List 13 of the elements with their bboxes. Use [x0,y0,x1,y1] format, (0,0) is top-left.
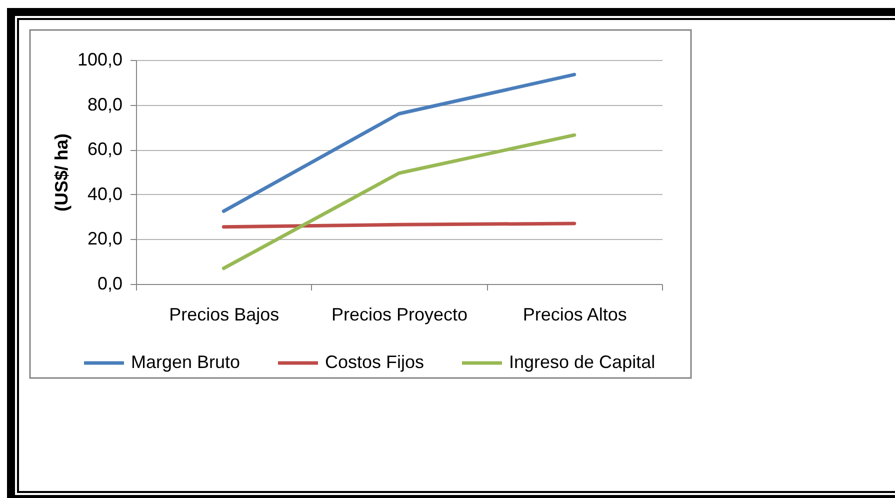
legend-label: Ingreso de Capital [509,352,656,372]
legend-label: Costos Fijos [325,352,424,372]
y-tick-label: 0,0 [97,274,122,294]
y-tick-label: 60,0 [87,139,122,160]
x-tick-label: Precios Bajos [169,304,280,324]
x-tick-label: Precios Proyecto [331,304,468,324]
y-tick-label: 20,0 [87,228,122,249]
legend-label: Margen Bruto [131,352,240,372]
y-tick-label: 100,0 [77,50,122,70]
y-tick-label: 80,0 [87,94,122,114]
x-tick-label: Precios Altos [522,304,627,324]
y-axis-title: (US$/ ha) [51,133,72,212]
y-tick-label: 40,0 [87,184,122,204]
